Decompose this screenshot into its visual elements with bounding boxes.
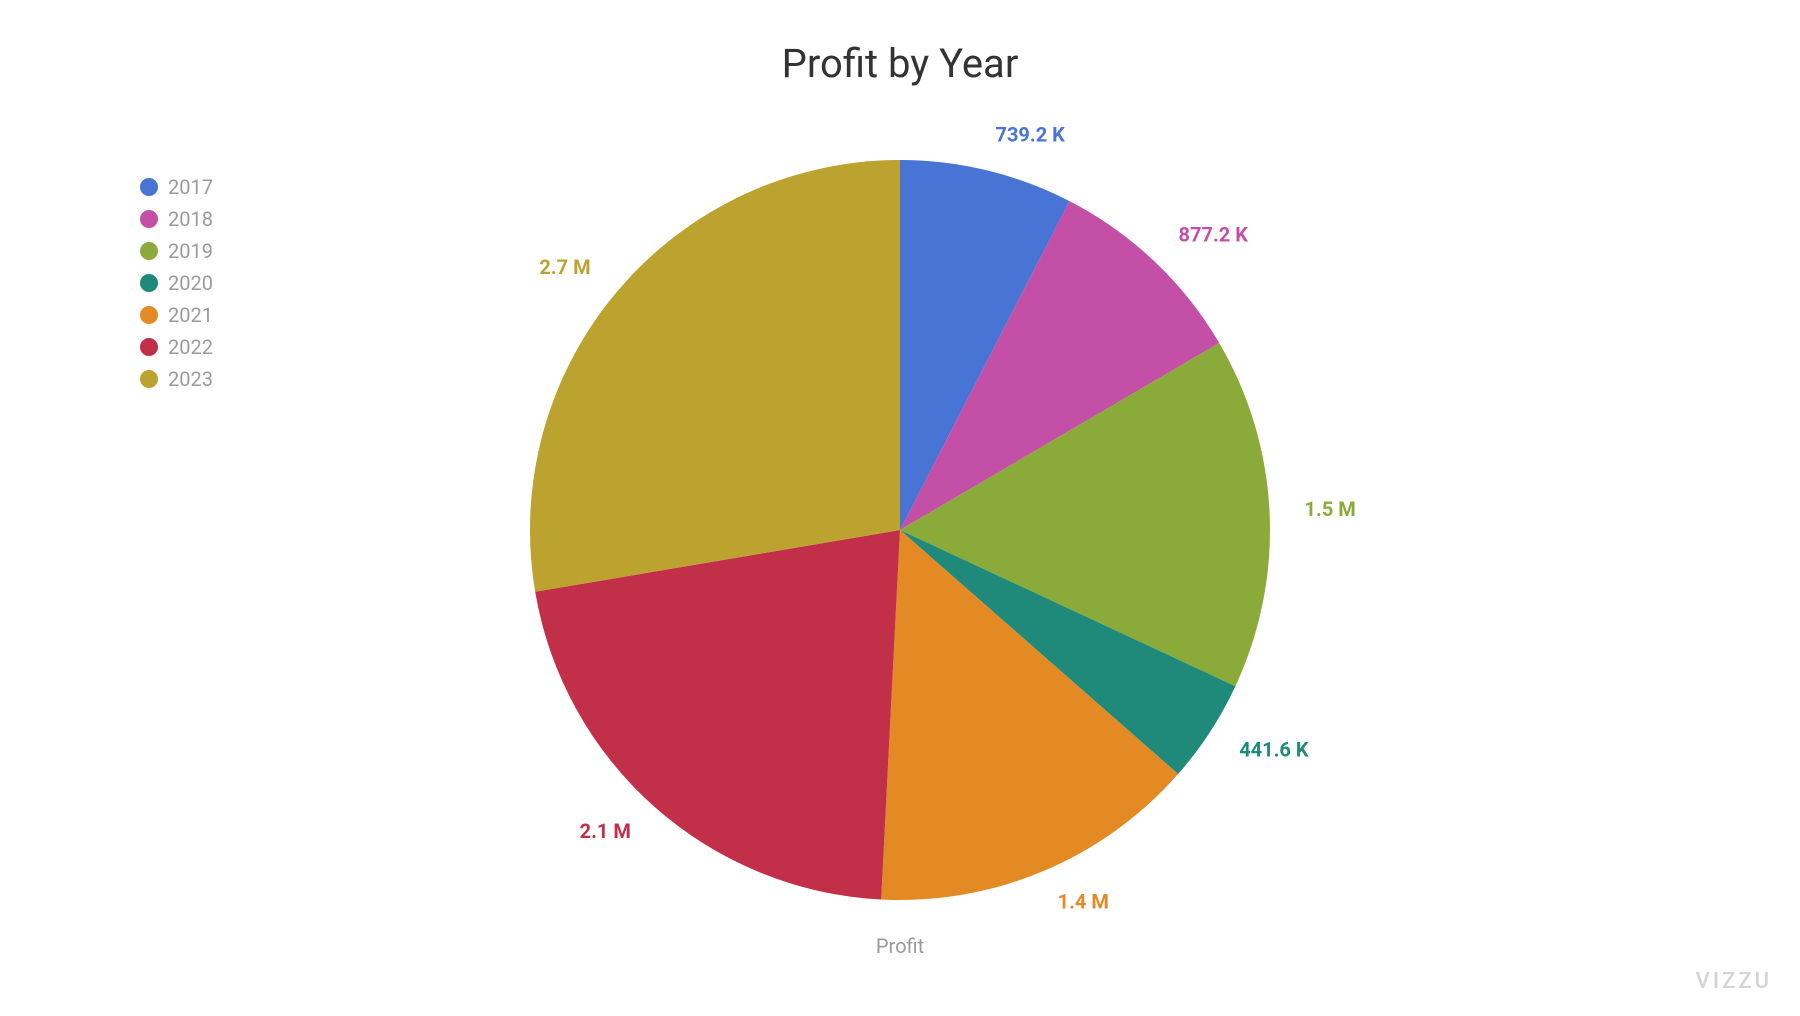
legend-dot <box>140 242 158 260</box>
slice-label-2023: 2.7 M <box>539 255 590 279</box>
legend-dot <box>140 210 158 228</box>
slice-label-2020: 441.6 K <box>1239 738 1309 762</box>
legend-item-2020: 2020 <box>140 271 213 295</box>
legend-item-2018: 2018 <box>140 207 213 231</box>
slice-label-2022: 2.1 M <box>580 819 631 843</box>
legend-label: 2023 <box>168 367 213 391</box>
legend-dot <box>140 274 158 292</box>
slice-label-2021: 1.4 M <box>1058 889 1109 913</box>
legend-item-2021: 2021 <box>140 303 213 327</box>
legend-label: 2017 <box>168 175 213 199</box>
legend-item-2022: 2022 <box>140 335 213 359</box>
legend-label: 2021 <box>168 303 213 327</box>
chart-title: Profit by Year <box>0 40 1800 87</box>
legend-item-2023: 2023 <box>140 367 213 391</box>
legend-item-2019: 2019 <box>140 239 213 263</box>
legend-item-2017: 2017 <box>140 175 213 199</box>
legend-dot <box>140 338 158 356</box>
pie-slice-2022 <box>535 530 900 900</box>
legend: 2017 2018 2019 2020 2021 2022 2023 <box>140 175 213 399</box>
legend-dot <box>140 370 158 388</box>
pie-chart: 739.2 K877.2 K1.5 M441.6 K1.4 M2.1 M2.7 … <box>520 150 1280 910</box>
legend-label: 2022 <box>168 335 213 359</box>
watermark: VIZZU <box>1696 969 1772 994</box>
pie-svg: 739.2 K877.2 K1.5 M441.6 K1.4 M2.1 M2.7 … <box>520 150 1280 910</box>
legend-dot <box>140 178 158 196</box>
legend-dot <box>140 306 158 324</box>
slice-label-2019: 1.5 M <box>1305 497 1356 521</box>
legend-label: 2020 <box>168 271 213 295</box>
slice-label-2018: 877.2 K <box>1179 222 1249 246</box>
legend-label: 2019 <box>168 239 213 263</box>
pie-slice-2023 <box>530 160 900 592</box>
legend-label: 2018 <box>168 207 213 231</box>
slice-label-2017: 739.2 K <box>995 123 1065 147</box>
axis-label: Profit <box>0 934 1800 958</box>
